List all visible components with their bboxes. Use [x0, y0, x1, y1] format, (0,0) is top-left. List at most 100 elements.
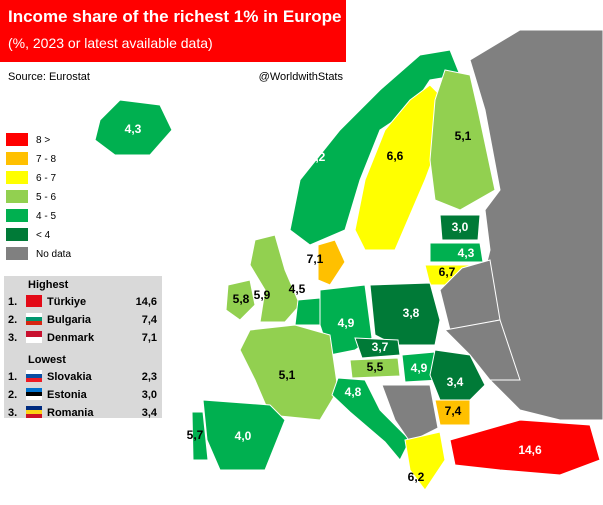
italy [331, 377, 411, 461]
rank-number: 3. [8, 407, 17, 419]
map-label: 3,4 [447, 375, 464, 389]
finland [429, 69, 496, 211]
map-label: 4,8 [345, 385, 362, 399]
balkans [381, 384, 439, 443]
country-value: 7,4 [142, 314, 158, 326]
country-name: Denmark [47, 332, 95, 344]
map-label: 3,8 [403, 306, 420, 320]
flag-stripe [26, 388, 42, 392]
map-label: 3,0 [452, 220, 469, 234]
credit: @WorldwithStats [259, 71, 344, 83]
legend-swatch [6, 133, 28, 146]
iceland [94, 99, 173, 156]
ranking-heading: Lowest [28, 354, 66, 366]
map-label: 6,7 [439, 265, 456, 279]
source: Source: Eurostat [8, 71, 90, 83]
map-label: 4,3 [125, 122, 142, 136]
country-name: Slovakia [47, 371, 93, 383]
legend-label: 6 - 7 [36, 173, 56, 184]
map-label: 7,4 [445, 404, 462, 418]
flag-stripe [26, 321, 42, 325]
flag-stripe [26, 410, 42, 414]
map-label: 4,9 [338, 316, 355, 330]
map-label: 5,7 [187, 428, 204, 442]
legend-label: No data [36, 249, 71, 260]
flag-stripe [26, 378, 42, 382]
spain [202, 399, 286, 471]
legend-label: 8 > [36, 135, 50, 146]
map-label: 4,3 [458, 246, 475, 260]
flag-stripe [26, 313, 42, 317]
greece [404, 431, 446, 491]
denmark [317, 239, 346, 286]
ukraine [443, 319, 521, 381]
rank-number: 2. [8, 389, 17, 401]
map-label: 5,1 [279, 368, 296, 382]
title: Income share of the richest 1% in Europe [8, 7, 341, 26]
map-label: 6,2 [408, 470, 425, 484]
flag-stripe [26, 406, 42, 410]
rank-number: 3. [8, 332, 17, 344]
germany [319, 284, 373, 356]
flag-stripe [26, 414, 42, 418]
netherlands [294, 297, 321, 326]
country-name: Türkiye [47, 296, 86, 308]
country-value: 7,1 [142, 332, 157, 344]
ranking-heading: Highest [28, 279, 69, 291]
map-label: 4,5 [289, 282, 306, 296]
legend-label: 4 - 5 [36, 211, 56, 222]
country-value: 14,6 [136, 296, 157, 308]
legend: 8 > 7 - 8 6 - 7 5 - 6 4 - 5 < 4 No data [6, 133, 71, 260]
bulgaria [434, 399, 471, 426]
legend-label: 5 - 6 [36, 192, 56, 203]
legend-label: < 4 [36, 230, 51, 241]
country-name: Romania [47, 407, 94, 419]
country-value: 2,3 [142, 371, 157, 383]
poland [369, 282, 441, 346]
turkiye [449, 419, 601, 476]
map-labels: 4,3 4,2 6,6 5,1 3,0 4,3 6,7 7,1 4,5 5,8 … [125, 122, 542, 484]
title-box [0, 0, 346, 62]
flag-stripe [26, 370, 42, 374]
legend-swatch [6, 171, 28, 184]
estonia [439, 214, 481, 241]
legend-label: 7 - 8 [36, 154, 56, 165]
flag-stripe [26, 295, 42, 301]
map-label: 5,8 [233, 292, 250, 306]
map-label: 6,6 [387, 149, 404, 163]
rank-number: 1. [8, 296, 17, 308]
flag-stripe [26, 392, 42, 396]
map-label: 4,0 [235, 429, 252, 443]
flag-stripe [26, 331, 42, 337]
map-label: 4,9 [411, 361, 428, 375]
ireland [225, 279, 256, 321]
legend-swatch [6, 190, 28, 203]
legend-swatch [6, 247, 28, 260]
france [239, 324, 339, 421]
flag-stripe [26, 317, 42, 321]
map-label: 3,7 [372, 340, 389, 354]
map-label: 14,6 [518, 443, 542, 457]
portugal [191, 411, 209, 461]
country-name: Bulgaria [47, 314, 92, 326]
country-value: 3,0 [142, 389, 157, 401]
legend-swatch [6, 152, 28, 165]
country-name: Estonia [47, 389, 88, 401]
rank-number: 1. [8, 371, 17, 383]
flag-stripe [26, 374, 42, 378]
czechia [354, 337, 401, 359]
uk [249, 234, 301, 323]
latvia [429, 242, 484, 263]
map [94, 29, 603, 491]
subtitle: (%, 2023 or latest available data) [8, 35, 213, 51]
flag-stripe [26, 301, 42, 307]
map-label: 5,1 [455, 129, 472, 143]
rank-number: 2. [8, 314, 17, 326]
map-label: 4,2 [309, 150, 326, 164]
flag-stripe [26, 337, 42, 343]
legend-swatch [6, 228, 28, 241]
austria [349, 357, 401, 379]
country-value: 3,4 [142, 407, 158, 419]
map-label: 5,5 [367, 360, 384, 374]
